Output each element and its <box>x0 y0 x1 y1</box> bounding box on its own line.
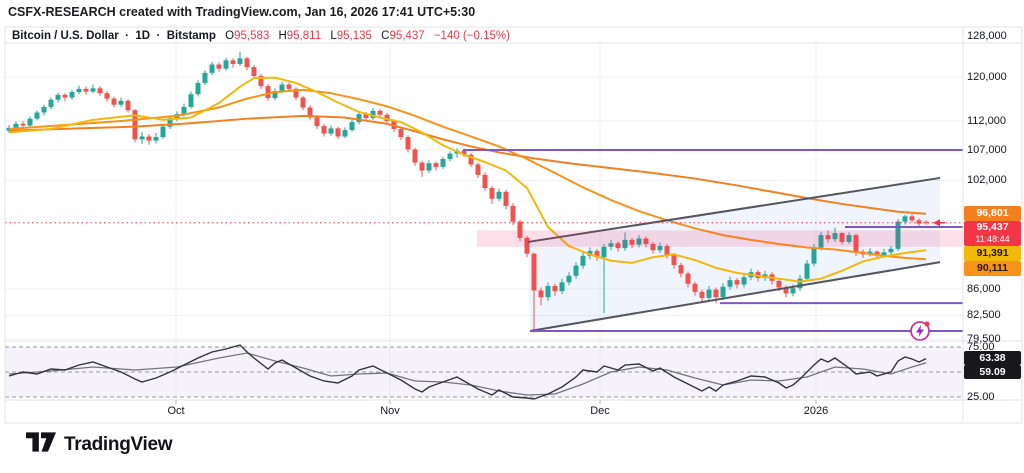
price-tick-label: 107,000 <box>967 144 1007 156</box>
price-label-badge: 90,111 <box>964 261 1021 276</box>
legend-separator: · <box>156 30 161 42</box>
symbol-legend: Bitcoin / U.S. Dollar · 1D · Bitstamp O9… <box>12 30 510 44</box>
tradingview-attribution[interactable]: TradingView <box>26 431 173 458</box>
price-tick-label: 112,000 <box>967 114 1006 127</box>
time-tick-label: Oct <box>167 405 185 417</box>
rsi-tick-label: 75.00 <box>967 341 995 353</box>
low-value: 95,135 <box>336 30 372 42</box>
price-tick-label: 82,500 <box>967 309 1001 322</box>
rsi-tick-label: 25.00 <box>967 391 995 403</box>
rsi-value-badge: 59.09 <box>964 365 1021 379</box>
price-label-badge: 91,391 <box>964 246 1021 261</box>
close-value: 95,437 <box>389 30 425 42</box>
supply-zone <box>477 230 963 247</box>
rsi-ma-line <box>8 352 927 396</box>
lightning-icon <box>910 321 930 341</box>
ascending-channel-fill <box>528 177 940 331</box>
interval-label[interactable]: 1D <box>135 30 151 42</box>
price-tick-label: 120,000 <box>967 71 1007 84</box>
open-value: 95,583 <box>234 30 270 42</box>
high-value: 95,811 <box>286 30 322 42</box>
ma-fast-yellow <box>8 76 927 283</box>
last-price-marker <box>933 219 940 227</box>
ma-slow-orange <box>8 114 927 215</box>
tradingview-logo-text: TradingView <box>64 433 173 455</box>
price-tick-label: 102,000 <box>967 174 1007 187</box>
rsi-line <box>8 344 927 400</box>
exchange-label: Bitstamp <box>166 30 216 42</box>
ma-mid-orange <box>8 88 927 261</box>
price-tick-label: 79,500 <box>967 332 1001 345</box>
rsi-value-badge: 63.38 <box>964 351 1021 365</box>
symbol-title[interactable]: Bitcoin / U.S. Dollar <box>12 30 119 42</box>
time-tick-label: 2026 <box>803 405 829 417</box>
close-label: C <box>381 30 390 42</box>
time-tick-label: Dec <box>590 405 610 417</box>
high-label: H <box>278 30 287 42</box>
change-value: −140 (−0.15%) <box>433 30 510 42</box>
low-label: L <box>330 30 337 42</box>
tradingview-logo-icon <box>26 431 56 458</box>
legend-separator: · <box>125 30 129 42</box>
price-label-badge: 95,437 11:48:44 <box>964 221 1021 246</box>
price-label-badge: 96,801 <box>964 206 1021 221</box>
time-tick-label: Nov <box>380 405 400 417</box>
price-tick-label: 86,000 <box>967 282 1001 295</box>
attribution-text: CSFX-RESEARCH created with TradingView.c… <box>8 5 476 19</box>
price-tick-label: 128,000 <box>967 30 1007 43</box>
open-label: O <box>225 30 235 42</box>
